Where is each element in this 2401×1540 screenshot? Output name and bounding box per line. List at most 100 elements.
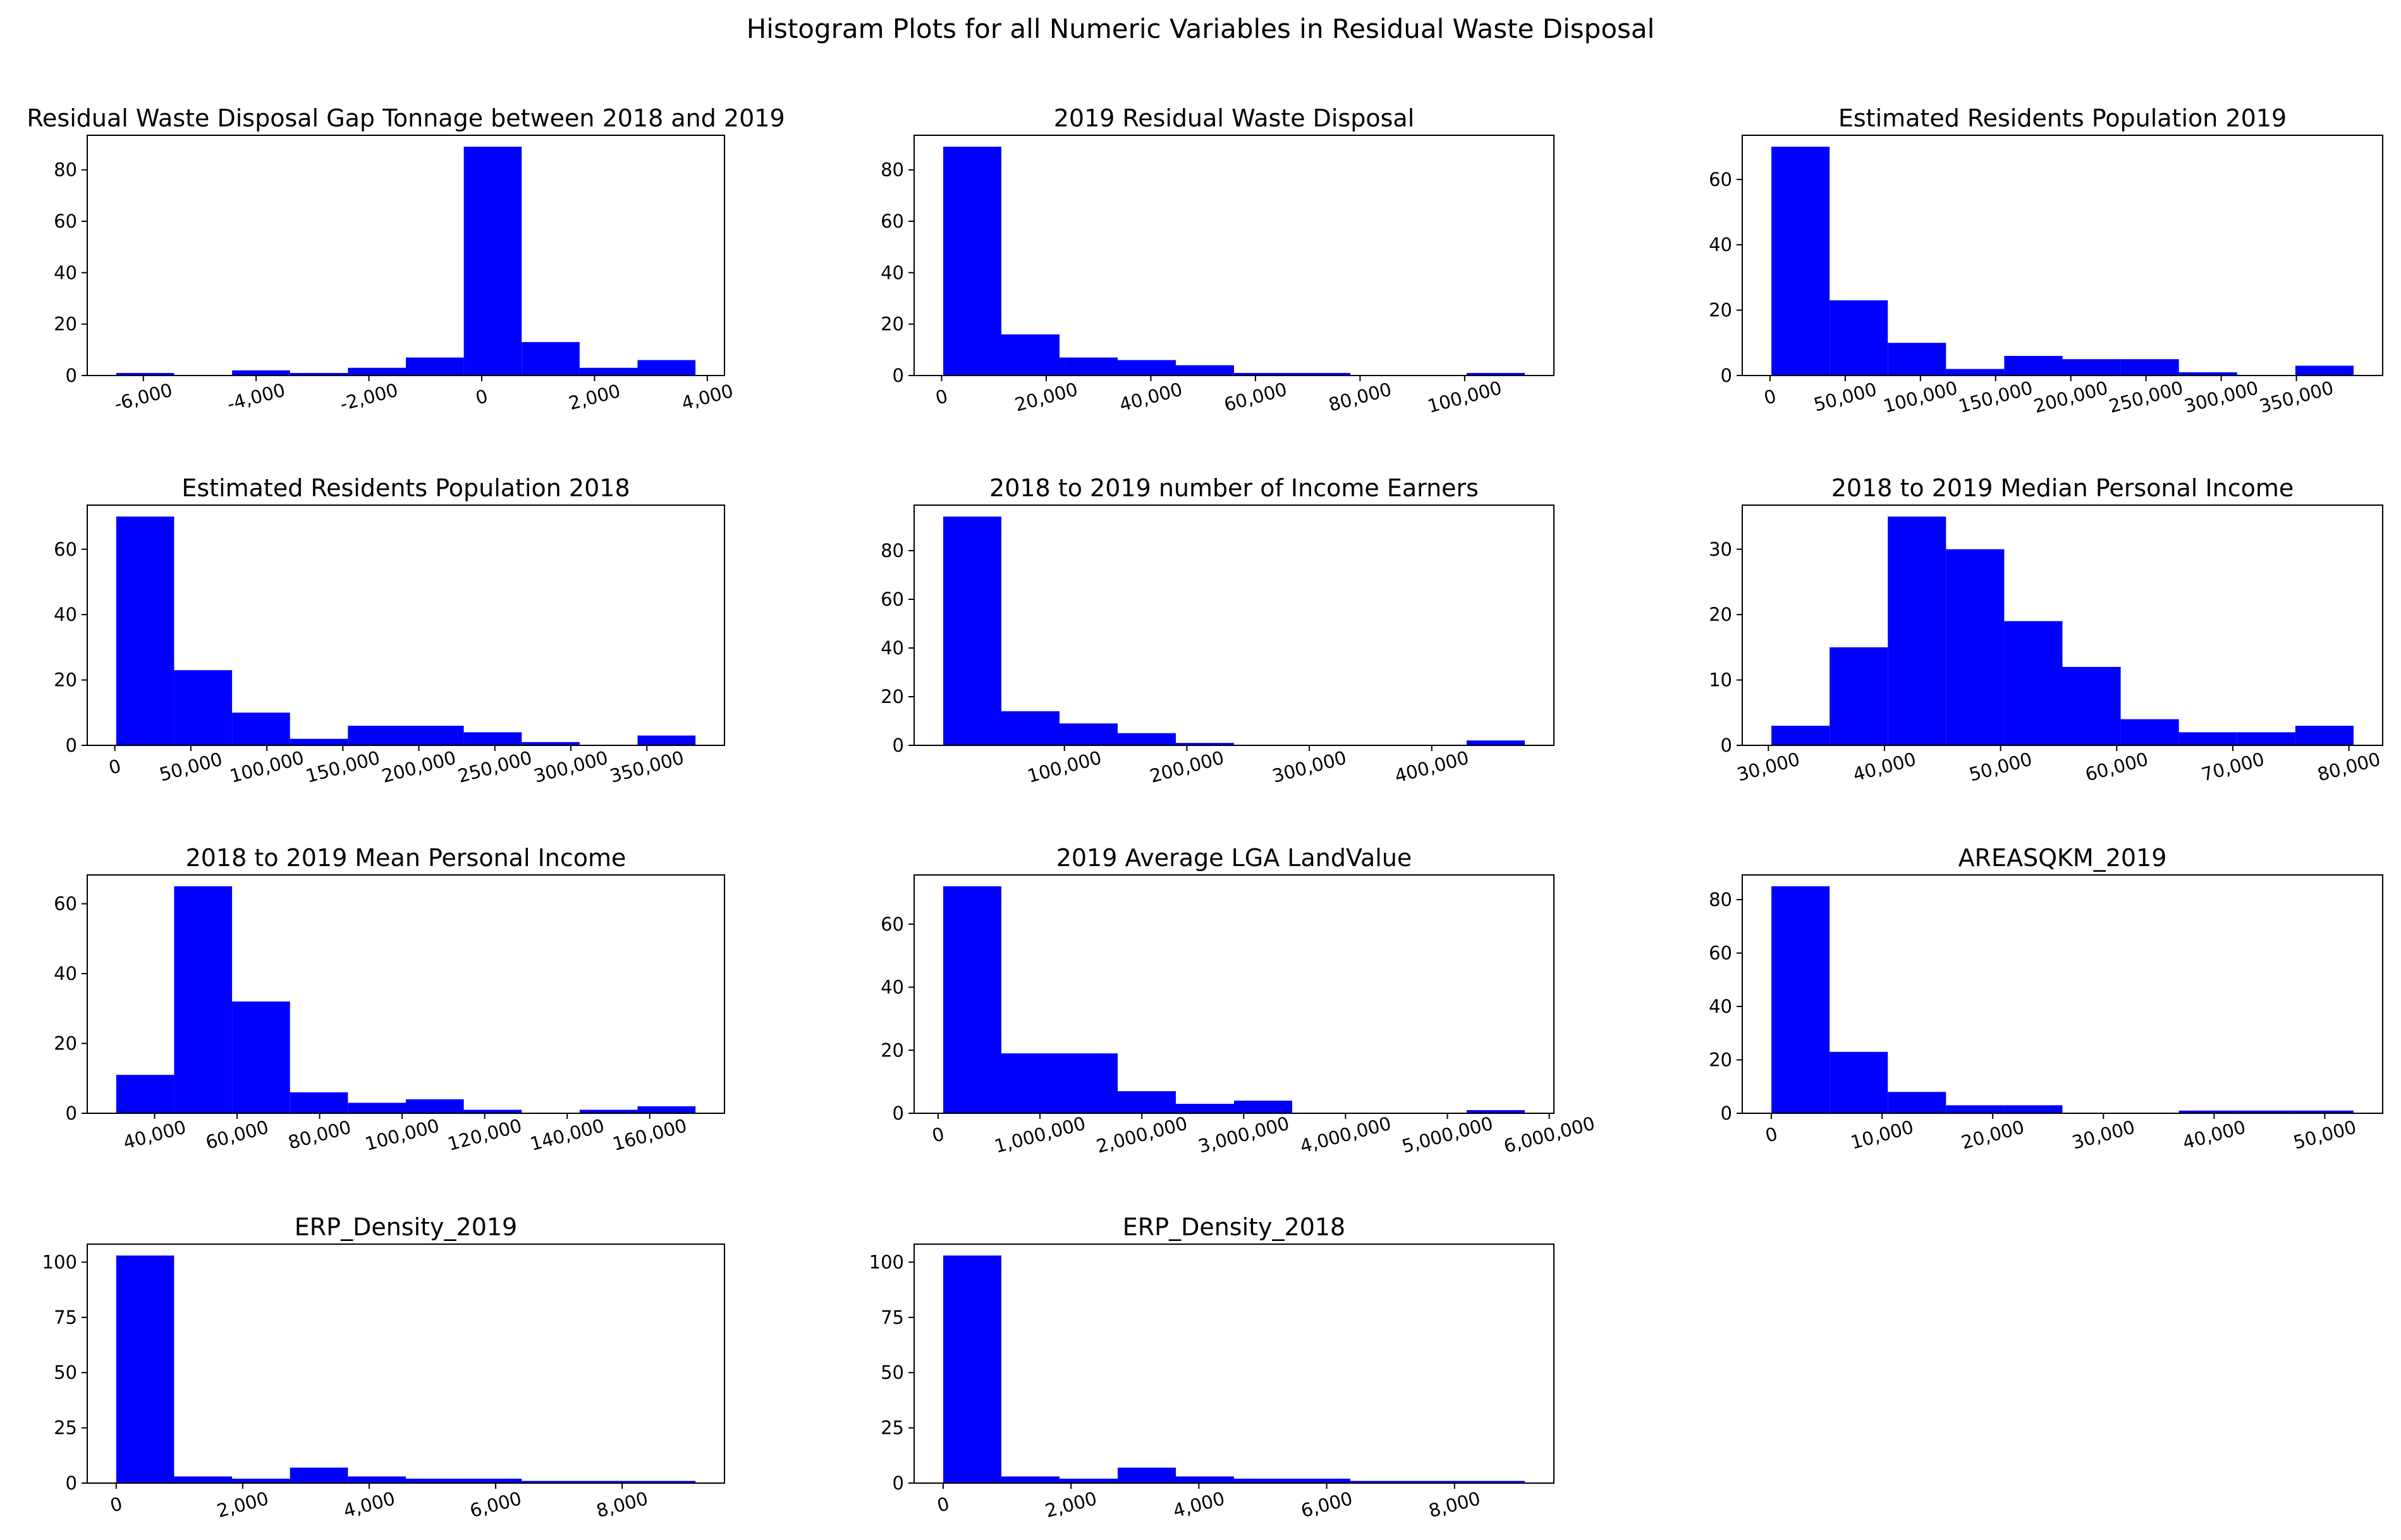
bar (174, 886, 233, 1113)
bar (232, 1001, 290, 1113)
bar (1060, 1053, 1118, 1113)
bar (943, 1256, 1001, 1483)
y-tick-label: 60 (1709, 943, 1732, 964)
axes-frame (87, 874, 725, 1114)
bar (1118, 1091, 1176, 1113)
axes-frame (913, 1244, 1555, 1484)
bar (1350, 1481, 1408, 1483)
y-tick-label: 30 (1709, 539, 1732, 560)
bar (2004, 355, 2063, 376)
bar (348, 1476, 406, 1483)
y-tick-label: 20 (881, 686, 904, 707)
subplot-title: Estimated Residents Population 2019 (1838, 104, 2287, 132)
y-tick-label: 100 (42, 1251, 77, 1273)
y-tick-label: 20 (1709, 1049, 1732, 1071)
y-tick-label: 60 (1709, 169, 1732, 190)
bar (2237, 1110, 2295, 1113)
bar (1234, 372, 1292, 376)
y-tick-label: 40 (1709, 996, 1732, 1017)
bar (116, 372, 174, 376)
bar (1888, 1092, 1946, 1113)
bar (1830, 647, 1888, 745)
bar (2178, 1110, 2237, 1113)
bar (1771, 886, 1830, 1113)
bar (637, 360, 696, 376)
bar (406, 1099, 464, 1113)
bar (174, 1476, 233, 1483)
bar (290, 1467, 348, 1483)
bar (1001, 1476, 1060, 1483)
axes-frame (913, 874, 1555, 1114)
bar (1946, 1105, 2005, 1113)
subplot-title: 2018 to 2019 number of Income Earners (989, 474, 1479, 502)
bar (1176, 743, 1234, 745)
subplot-title: 2018 to 2019 Mean Personal Income (186, 844, 626, 872)
y-tick-label: 40 (881, 637, 904, 659)
bar (943, 516, 1001, 745)
y-tick-label: 40 (1709, 234, 1732, 255)
y-tick-label: 40 (881, 262, 904, 283)
bar (579, 1109, 638, 1113)
bar (943, 147, 1001, 376)
y-tick-label: 60 (54, 211, 77, 232)
y-tick-label: 40 (54, 604, 77, 625)
bar (290, 1092, 348, 1113)
y-tick-label: 50 (54, 1362, 77, 1383)
bar (174, 670, 233, 745)
bar (463, 147, 522, 376)
bar (1830, 1051, 1888, 1113)
y-tick-label: 60 (54, 539, 77, 560)
y-tick-label: 0 (1721, 365, 1732, 386)
bar (1060, 723, 1118, 745)
y-tick-label: 0 (1721, 735, 1732, 756)
axes-frame (913, 504, 1555, 746)
bar (1771, 725, 1830, 745)
bar (2004, 1105, 2063, 1113)
bar (1234, 1101, 1292, 1113)
bar (2062, 359, 2121, 376)
axes-frame (87, 1244, 725, 1484)
bar (579, 1481, 638, 1483)
bar (1176, 1104, 1234, 1113)
bar (1408, 1481, 1467, 1483)
bar (116, 1256, 174, 1483)
y-tick-label: 20 (881, 314, 904, 335)
bar (1888, 343, 1946, 376)
bar (637, 1481, 696, 1483)
y-tick-label: 25 (54, 1417, 77, 1439)
bar (943, 886, 1001, 1113)
y-tick-label: 0 (66, 365, 77, 386)
bar (2295, 1110, 2354, 1113)
bar (1946, 549, 2005, 745)
bar (2178, 372, 2237, 376)
subplot-title: AREASQKM_2019 (1958, 844, 2167, 872)
bar (290, 738, 348, 745)
y-tick-label: 0 (66, 735, 77, 756)
bar (2062, 666, 2121, 745)
bar (1467, 1481, 1525, 1483)
bar (1830, 300, 1888, 376)
bar (637, 1106, 696, 1113)
y-tick-label: 100 (869, 1251, 904, 1273)
y-tick-label: 0 (66, 1472, 77, 1494)
bar (2295, 725, 2354, 745)
bar (463, 1109, 522, 1113)
y-tick-label: 20 (1709, 300, 1732, 321)
bar (1888, 516, 1946, 745)
bar (1001, 711, 1060, 745)
bar (1060, 1479, 1118, 1483)
bar (1118, 733, 1176, 745)
bar (232, 1479, 290, 1483)
bar (1946, 369, 2005, 376)
y-tick-label: 80 (881, 159, 904, 181)
bar (2178, 732, 2237, 745)
bar (637, 735, 696, 745)
bar (116, 516, 174, 745)
bar (522, 742, 580, 745)
y-tick-label: 20 (54, 669, 77, 691)
y-tick-label: 75 (54, 1307, 77, 1328)
subplot-title: ERP_Density_2019 (295, 1213, 518, 1241)
bar (1467, 1110, 1525, 1113)
